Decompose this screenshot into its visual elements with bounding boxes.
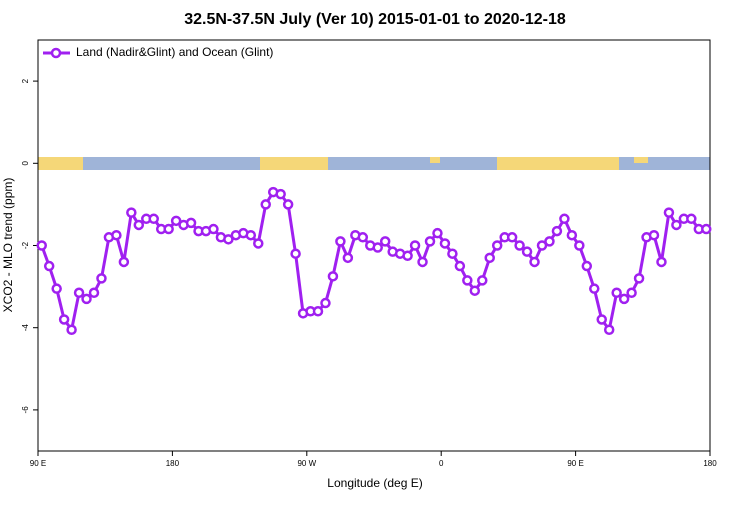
legend-marker <box>50 47 62 59</box>
data-point <box>88 287 100 299</box>
data-point <box>43 260 55 272</box>
y-axis-label: XCO2 - MLO trend (ppm) <box>1 178 15 313</box>
data-point <box>566 229 578 241</box>
x-tick-label: 0 <box>439 459 444 468</box>
data-point <box>223 234 234 245</box>
data-point <box>432 227 443 239</box>
data-point <box>335 236 346 247</box>
data-point <box>544 236 555 247</box>
data-point <box>626 287 637 299</box>
series-line <box>40 190 707 332</box>
y-tick-label: 0 <box>21 161 30 166</box>
data-point <box>559 213 570 225</box>
data-point <box>439 238 451 249</box>
data-point <box>454 260 466 272</box>
data-point <box>589 283 600 294</box>
x-tick-label: 90 E <box>567 459 583 468</box>
data-point <box>656 256 667 268</box>
data-point <box>581 260 593 272</box>
data-point <box>260 199 271 210</box>
x-tick-label: 90 W <box>297 459 316 468</box>
data-point <box>51 283 62 294</box>
data-point <box>402 250 413 262</box>
data-point <box>357 232 369 243</box>
data-point <box>36 240 47 251</box>
x-axis-label: Longitude (deg E) <box>327 476 422 490</box>
x-tick-label: 90 E <box>30 459 46 468</box>
data-point <box>327 271 339 282</box>
data-point <box>253 238 264 249</box>
data-point <box>671 219 682 231</box>
map-strip <box>38 157 710 170</box>
data-point <box>290 248 301 259</box>
data-point <box>574 240 585 251</box>
data-point <box>514 240 525 251</box>
data-point <box>633 273 645 284</box>
data-point <box>551 225 563 237</box>
data-point <box>424 236 436 247</box>
data-point <box>611 287 622 299</box>
x-tick-label: 180 <box>166 459 180 468</box>
data-point <box>469 285 481 296</box>
data-point <box>618 293 630 305</box>
legend-label: Land (Nadir&Glint) and Ocean (Glint) <box>76 45 273 59</box>
data-point <box>208 223 219 235</box>
data-point <box>603 324 615 336</box>
data-point <box>701 223 712 235</box>
data-point <box>417 256 428 268</box>
chart-title: 32.5N-37.5N July (Ver 10) 2015-01-01 to … <box>184 11 566 28</box>
data-point <box>66 324 77 336</box>
data-point <box>484 252 495 264</box>
data-point <box>245 229 257 241</box>
y-tick-label: -4 <box>21 324 30 332</box>
data-point <box>320 297 331 309</box>
legend: Land (Nadir&Glint) and Ocean (Glint) <box>43 45 273 59</box>
data-point <box>462 275 473 286</box>
data-point <box>185 217 197 229</box>
data-point <box>648 229 660 241</box>
data-point <box>111 229 122 241</box>
data-point <box>126 207 137 218</box>
data-point <box>148 213 159 225</box>
data-point <box>447 248 458 259</box>
data-point <box>170 215 182 227</box>
x-tick-label: 180 <box>703 459 717 468</box>
data-point <box>312 306 324 317</box>
data-point <box>521 246 533 257</box>
data-point <box>379 236 391 247</box>
y-tick-label: -6 <box>21 406 30 414</box>
data-point <box>372 242 383 253</box>
data-point <box>342 252 354 264</box>
data-point <box>58 314 70 325</box>
data-point <box>81 293 92 305</box>
data-point <box>686 213 697 225</box>
data-point <box>477 275 488 286</box>
y-tick-label: -2 <box>21 241 30 249</box>
data-point <box>96 273 107 284</box>
data-point <box>536 240 548 251</box>
data-point <box>491 240 503 251</box>
data-point <box>506 232 518 243</box>
y-tick-label: 2 <box>21 78 30 83</box>
data-point <box>529 256 540 268</box>
data-point <box>409 240 421 251</box>
data-point <box>118 256 130 268</box>
data-point <box>163 223 174 235</box>
data-point <box>596 314 607 325</box>
data-point <box>282 199 294 210</box>
data-point <box>275 188 286 200</box>
data-point <box>133 219 145 231</box>
data-point <box>73 287 85 299</box>
data-point <box>663 207 675 218</box>
